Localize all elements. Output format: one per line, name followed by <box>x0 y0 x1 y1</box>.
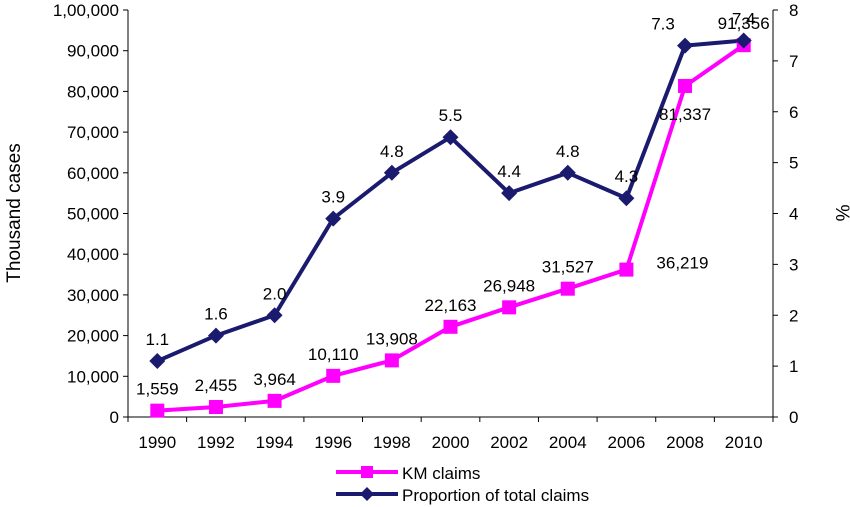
proportion-data-label: 1.1 <box>145 330 169 349</box>
km-claims-point <box>150 403 165 418</box>
x-tick-label: 1998 <box>373 433 411 452</box>
proportion-data-label: 7.3 <box>651 15 675 34</box>
proportion-point <box>149 353 166 370</box>
km-claims-data-label: 22,163 <box>425 296 477 315</box>
right-y-tick-label: 2 <box>789 306 798 325</box>
left-y-tick-label: 90,000 <box>67 42 119 61</box>
x-tick-label: 2000 <box>432 433 470 452</box>
proportion-point <box>735 32 752 49</box>
axes: 0 10,000 20,000 30,000 40,000 50,000 60,000 70,… <box>53 1 799 452</box>
left-y-tick-label: 80,000 <box>67 82 119 101</box>
km-claims-data-label: 81,337 <box>659 105 711 124</box>
proportion-point <box>618 190 635 207</box>
km-claims-data-label: 91,356 <box>718 14 770 33</box>
right-y-tick-label: 0 <box>789 408 798 427</box>
km-claims-data-label: 13,908 <box>366 329 418 348</box>
proportion-data-label: 5.5 <box>439 106 463 125</box>
legend-marker-proportion <box>360 487 374 501</box>
proportion-point <box>559 164 576 181</box>
km-claims-point <box>267 393 282 408</box>
km-claims-point <box>208 400 223 415</box>
proportion-data-label: 3.9 <box>321 188 345 207</box>
left-y-tick-label: 70,000 <box>67 123 119 142</box>
x-tick-label: 1994 <box>256 433 294 452</box>
proportion-point <box>383 164 400 181</box>
km-claims-point <box>678 78 693 93</box>
legend-label-km-claims: KM claims <box>402 464 480 483</box>
proportion-data-label: 7.4 <box>732 10 756 29</box>
km-claims-point <box>619 262 634 277</box>
x-tick-label: 2008 <box>666 433 704 452</box>
x-tick-label: 2010 <box>725 433 763 452</box>
x-tick-label: 2002 <box>490 433 528 452</box>
proportion-data-label: 4.4 <box>497 162 521 181</box>
x-tick-label: 1996 <box>314 433 352 452</box>
left-y-tick-label: 0 <box>110 408 119 427</box>
legend-marker-km-claims <box>361 466 373 478</box>
right-y-tick-label: 8 <box>789 1 798 20</box>
left-y-tick-label: 10,000 <box>67 367 119 386</box>
km-claims-data-label: 2,455 <box>195 376 238 395</box>
km-claims-data-label: 1,559 <box>136 380 179 399</box>
series-lines <box>149 32 752 418</box>
proportion-point <box>266 307 283 324</box>
left-y-tick-label: 50,000 <box>67 205 119 224</box>
left-y-tick-label: 1,00,000 <box>53 1 119 20</box>
km-claims-point <box>560 281 575 296</box>
km-claims-point <box>384 353 399 368</box>
km-claims-point <box>502 300 517 315</box>
proportion-point <box>442 129 459 146</box>
proportion-point <box>501 185 518 202</box>
km-claims-point <box>443 319 458 334</box>
series-line-km-claims <box>157 43 745 413</box>
x-tick-label: 2004 <box>549 433 587 452</box>
km-claims-data-label: 26,948 <box>483 276 535 295</box>
proportion-point <box>325 210 342 227</box>
proportion-data-label: 4.8 <box>556 142 580 161</box>
km-claims-data-label: 36,219 <box>656 254 708 273</box>
km-claims-data-label: 3,964 <box>253 370 296 389</box>
left-y-tick-label: 30,000 <box>67 286 119 305</box>
km-claims-point <box>326 368 341 383</box>
left-axis-title: Thousand cases <box>4 143 25 282</box>
right-y-tick-label: 5 <box>789 154 798 173</box>
legend: KM claims Proportion of total claims <box>336 464 589 505</box>
km-claims-data-label: 10,110 <box>308 345 359 364</box>
left-y-tick-label: 20,000 <box>67 327 119 346</box>
proportion-data-label: 4.8 <box>380 142 404 161</box>
km-claims-data-label: 31,527 <box>542 258 594 277</box>
left-y-tick-label: 60,000 <box>67 164 119 183</box>
right-y-tick-label: 7 <box>789 52 798 71</box>
x-tick-label: 1990 <box>138 433 176 452</box>
right-y-tick-label: 6 <box>789 103 798 122</box>
data-labels: 1,559 2,455 3,964 10,110 13,908 22,163 26,948 3… <box>136 10 770 399</box>
right-y-tick-label: 1 <box>789 357 798 376</box>
proportion-data-label: 2.0 <box>263 284 287 303</box>
right-y-tick-label: 4 <box>789 205 798 224</box>
proportion-point <box>677 37 694 54</box>
x-tick-label: 1992 <box>197 433 235 452</box>
x-tick-label: 2006 <box>607 433 645 452</box>
proportion-data-label: 1.6 <box>204 305 228 324</box>
right-axis-title: % <box>831 205 850 222</box>
proportion-data-label: 4.3 <box>615 167 639 186</box>
left-y-tick-label: 40,000 <box>67 245 119 264</box>
proportion-point <box>207 327 224 344</box>
right-y-tick-label: 3 <box>789 255 798 274</box>
legend-label-proportion: Proportion of total claims <box>402 486 589 505</box>
